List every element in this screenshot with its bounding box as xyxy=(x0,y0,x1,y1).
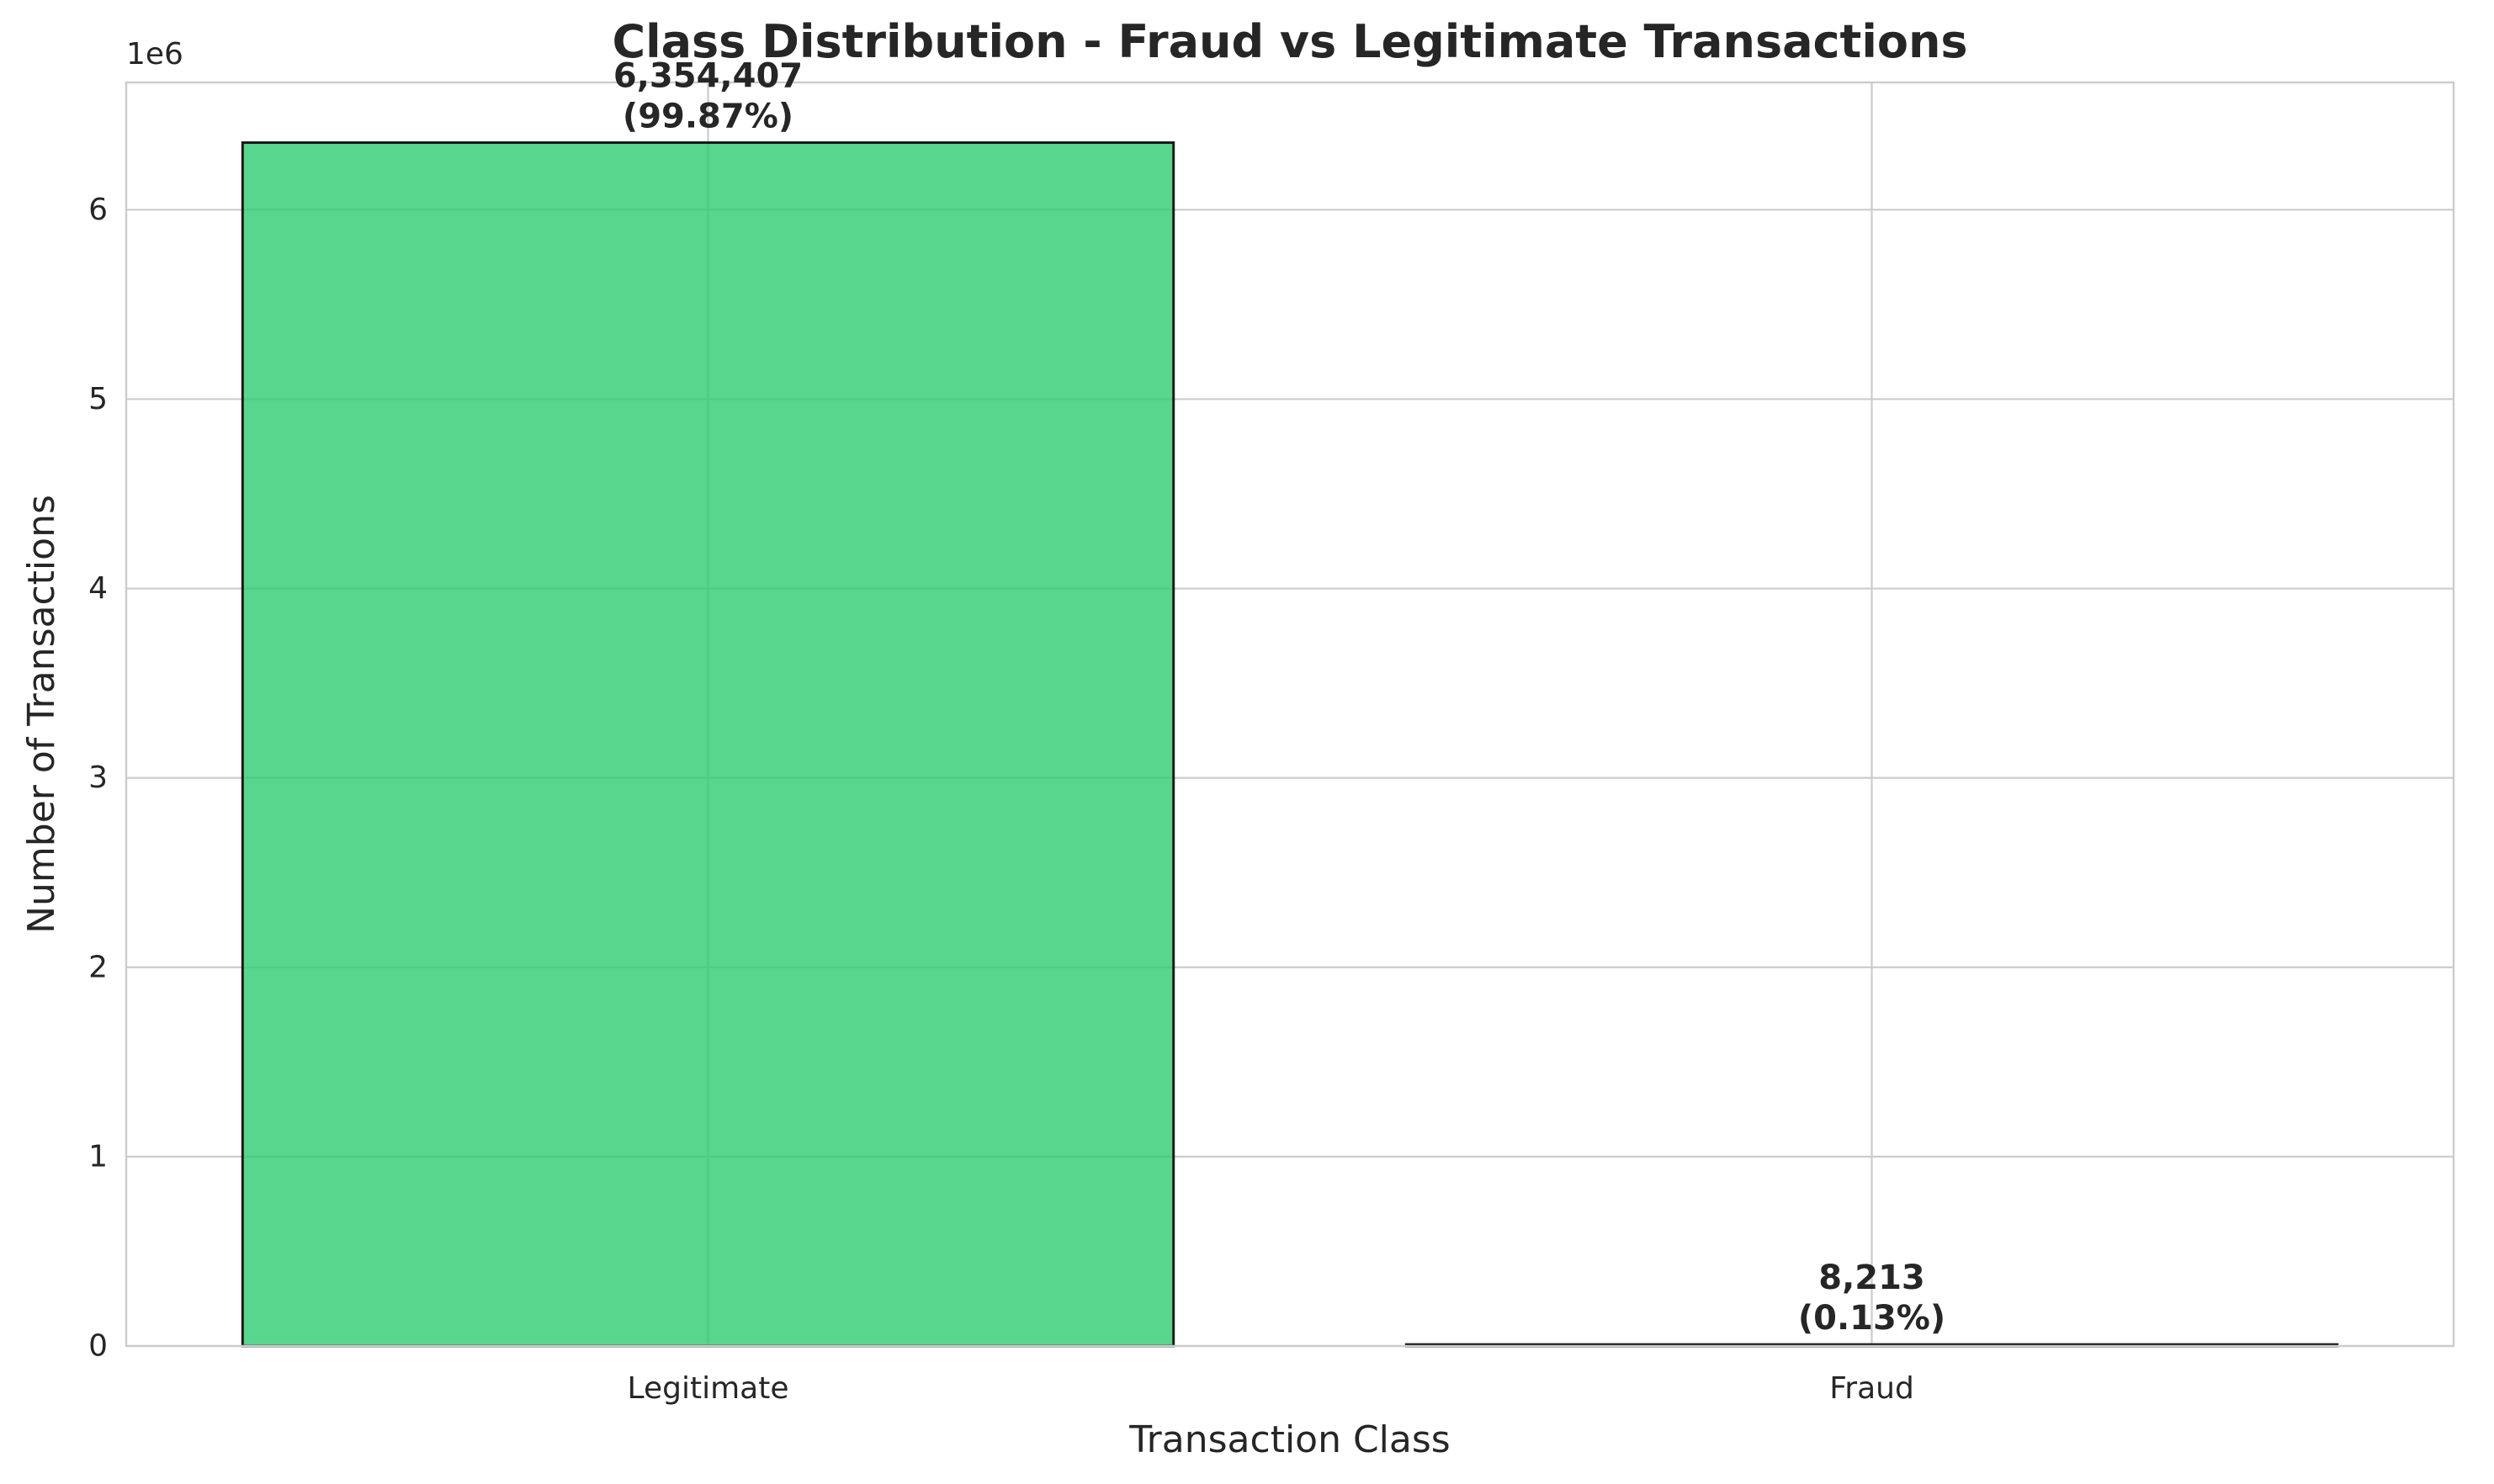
data-label-count: 8,213 xyxy=(1818,1259,1925,1297)
y-tick-label: 1 xyxy=(88,1139,108,1174)
y-tick-label: 6 xyxy=(88,193,108,227)
x-tick-label-fraud: Fraud xyxy=(1829,1371,1914,1406)
chart-title: Class Distribution - Fraud vs Legitimate… xyxy=(612,15,1967,68)
bars xyxy=(241,141,2339,1348)
data-label-percent: (99.87%) xyxy=(623,98,793,136)
x-tick-label-legitimate: Legitimate xyxy=(628,1371,789,1406)
data-labels: 6,354,407(99.87%) 8,213(0.13%) xyxy=(613,57,1945,1338)
bar-legitimate xyxy=(241,141,1175,1348)
y-axis-offset-label: 1e6 xyxy=(126,37,183,72)
plot-frame xyxy=(125,81,2455,1348)
x-axis-label: Transaction Class xyxy=(1128,1418,1450,1461)
axis-ticks: 0 1 2 3 4 5 6 Legitimate Fraud xyxy=(88,193,1914,1406)
y-tick-label: 0 xyxy=(88,1329,108,1364)
data-label-count: 6,354,407 xyxy=(613,57,803,96)
y-tick-label: 4 xyxy=(88,571,108,606)
y-tick-label: 2 xyxy=(88,950,108,984)
y-axis-label: Number of Transactions xyxy=(20,495,63,934)
y-tick-label: 3 xyxy=(88,761,108,795)
y-tick-label: 5 xyxy=(88,382,108,416)
data-label-percent: (0.13%) xyxy=(1798,1299,1945,1338)
